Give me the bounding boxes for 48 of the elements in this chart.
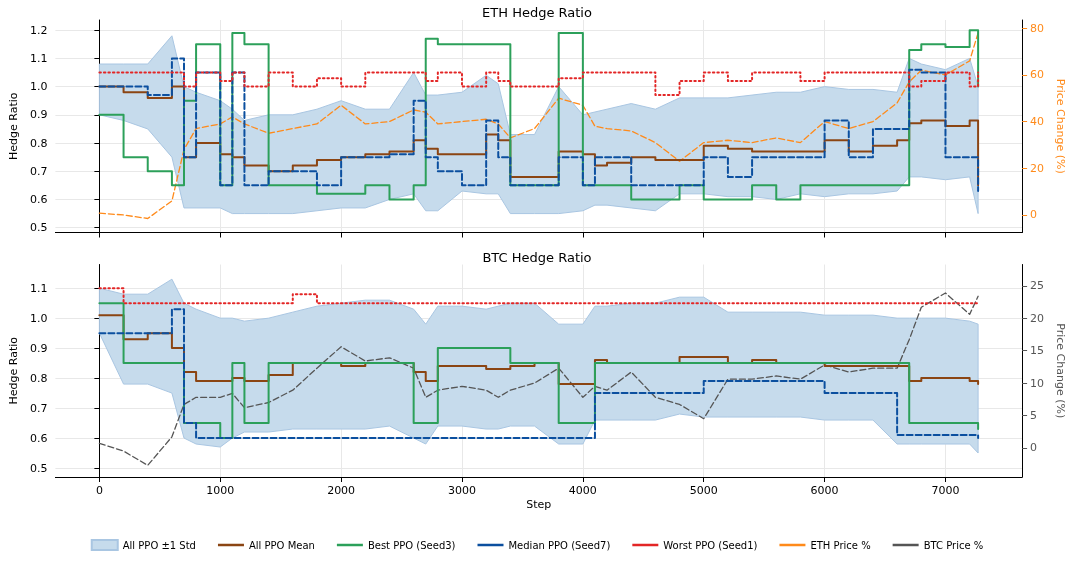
y2-tick-label: 0 [1030,208,1038,222]
y-tick-label: 0.5 [29,221,48,235]
chart-title: ETH Hedge Ratio [482,5,592,20]
y-axis-title: Hedge Ratio [7,336,20,405]
y-tick-label: 1.2 [29,23,48,37]
legend-label: ETH Price % [810,539,871,551]
y-tick-label: 0.9 [29,108,48,122]
x-tick-label: 3000 [448,484,476,497]
x-tick-label: 1000 [206,484,235,497]
text: All PPO ±1 Std [122,539,196,551]
y-tick-label: 0.9 [29,341,48,355]
y2-tick-label: 25 [1030,279,1045,293]
y2-tick-label: 20 [1030,161,1045,175]
y2-tick-label: 5 [1030,408,1038,422]
y-tick-label: 0.6 [29,192,48,206]
y-tick-label: 1.1 [29,51,48,65]
legend-label: BTC Price % [923,539,984,551]
x-tick-label: 4000 [568,484,597,497]
y2-tick-label: 15 [1030,344,1045,358]
y-tick-label: 0.7 [29,401,48,415]
x-tick-label: 6000 [810,484,839,497]
y2-tick-label: 60 [1030,68,1045,82]
x-tick-label: 2000 [327,484,356,497]
y2-tick-label: 40 [1030,115,1045,129]
y-tick-label: 1.0 [29,80,48,94]
y-tick-label: 0.6 [29,431,48,445]
y-tick-label: 0.7 [29,164,48,178]
y-tick-label: 1.0 [29,311,48,325]
y2-axis-title: Price Change (%) [1054,323,1067,419]
legend-label: All PPO Mean [248,539,315,551]
legend-label: Worst PPO (Seed1) [663,539,758,551]
y2-tick-label: 20 [1030,311,1045,325]
y2-axis-title: Price Change (%) [1054,78,1067,174]
x-axis-title: Step [526,498,552,511]
legend-label: Best PPO (Seed3) [367,539,456,551]
y2-tick-label: 0 [1030,441,1038,455]
chart-title: BTC Hedge Ratio [482,249,592,265]
y-tick-label: 0.8 [29,371,48,385]
y-tick-label: 0.5 [29,461,48,475]
x-tick-label: 5000 [689,484,718,497]
x-tick-label: 7000 [931,484,960,497]
legend-label: Median PPO (Seed7) [508,539,611,551]
y-tick-label: 1.1 [29,281,48,295]
y2-tick-label: 10 [1030,376,1045,390]
x-tick-label: 0 [95,484,103,497]
y2-tick-label: 80 [1030,21,1045,35]
y-axis-title: Hedge Ratio [7,92,20,161]
y-tick-label: 0.8 [29,136,48,150]
